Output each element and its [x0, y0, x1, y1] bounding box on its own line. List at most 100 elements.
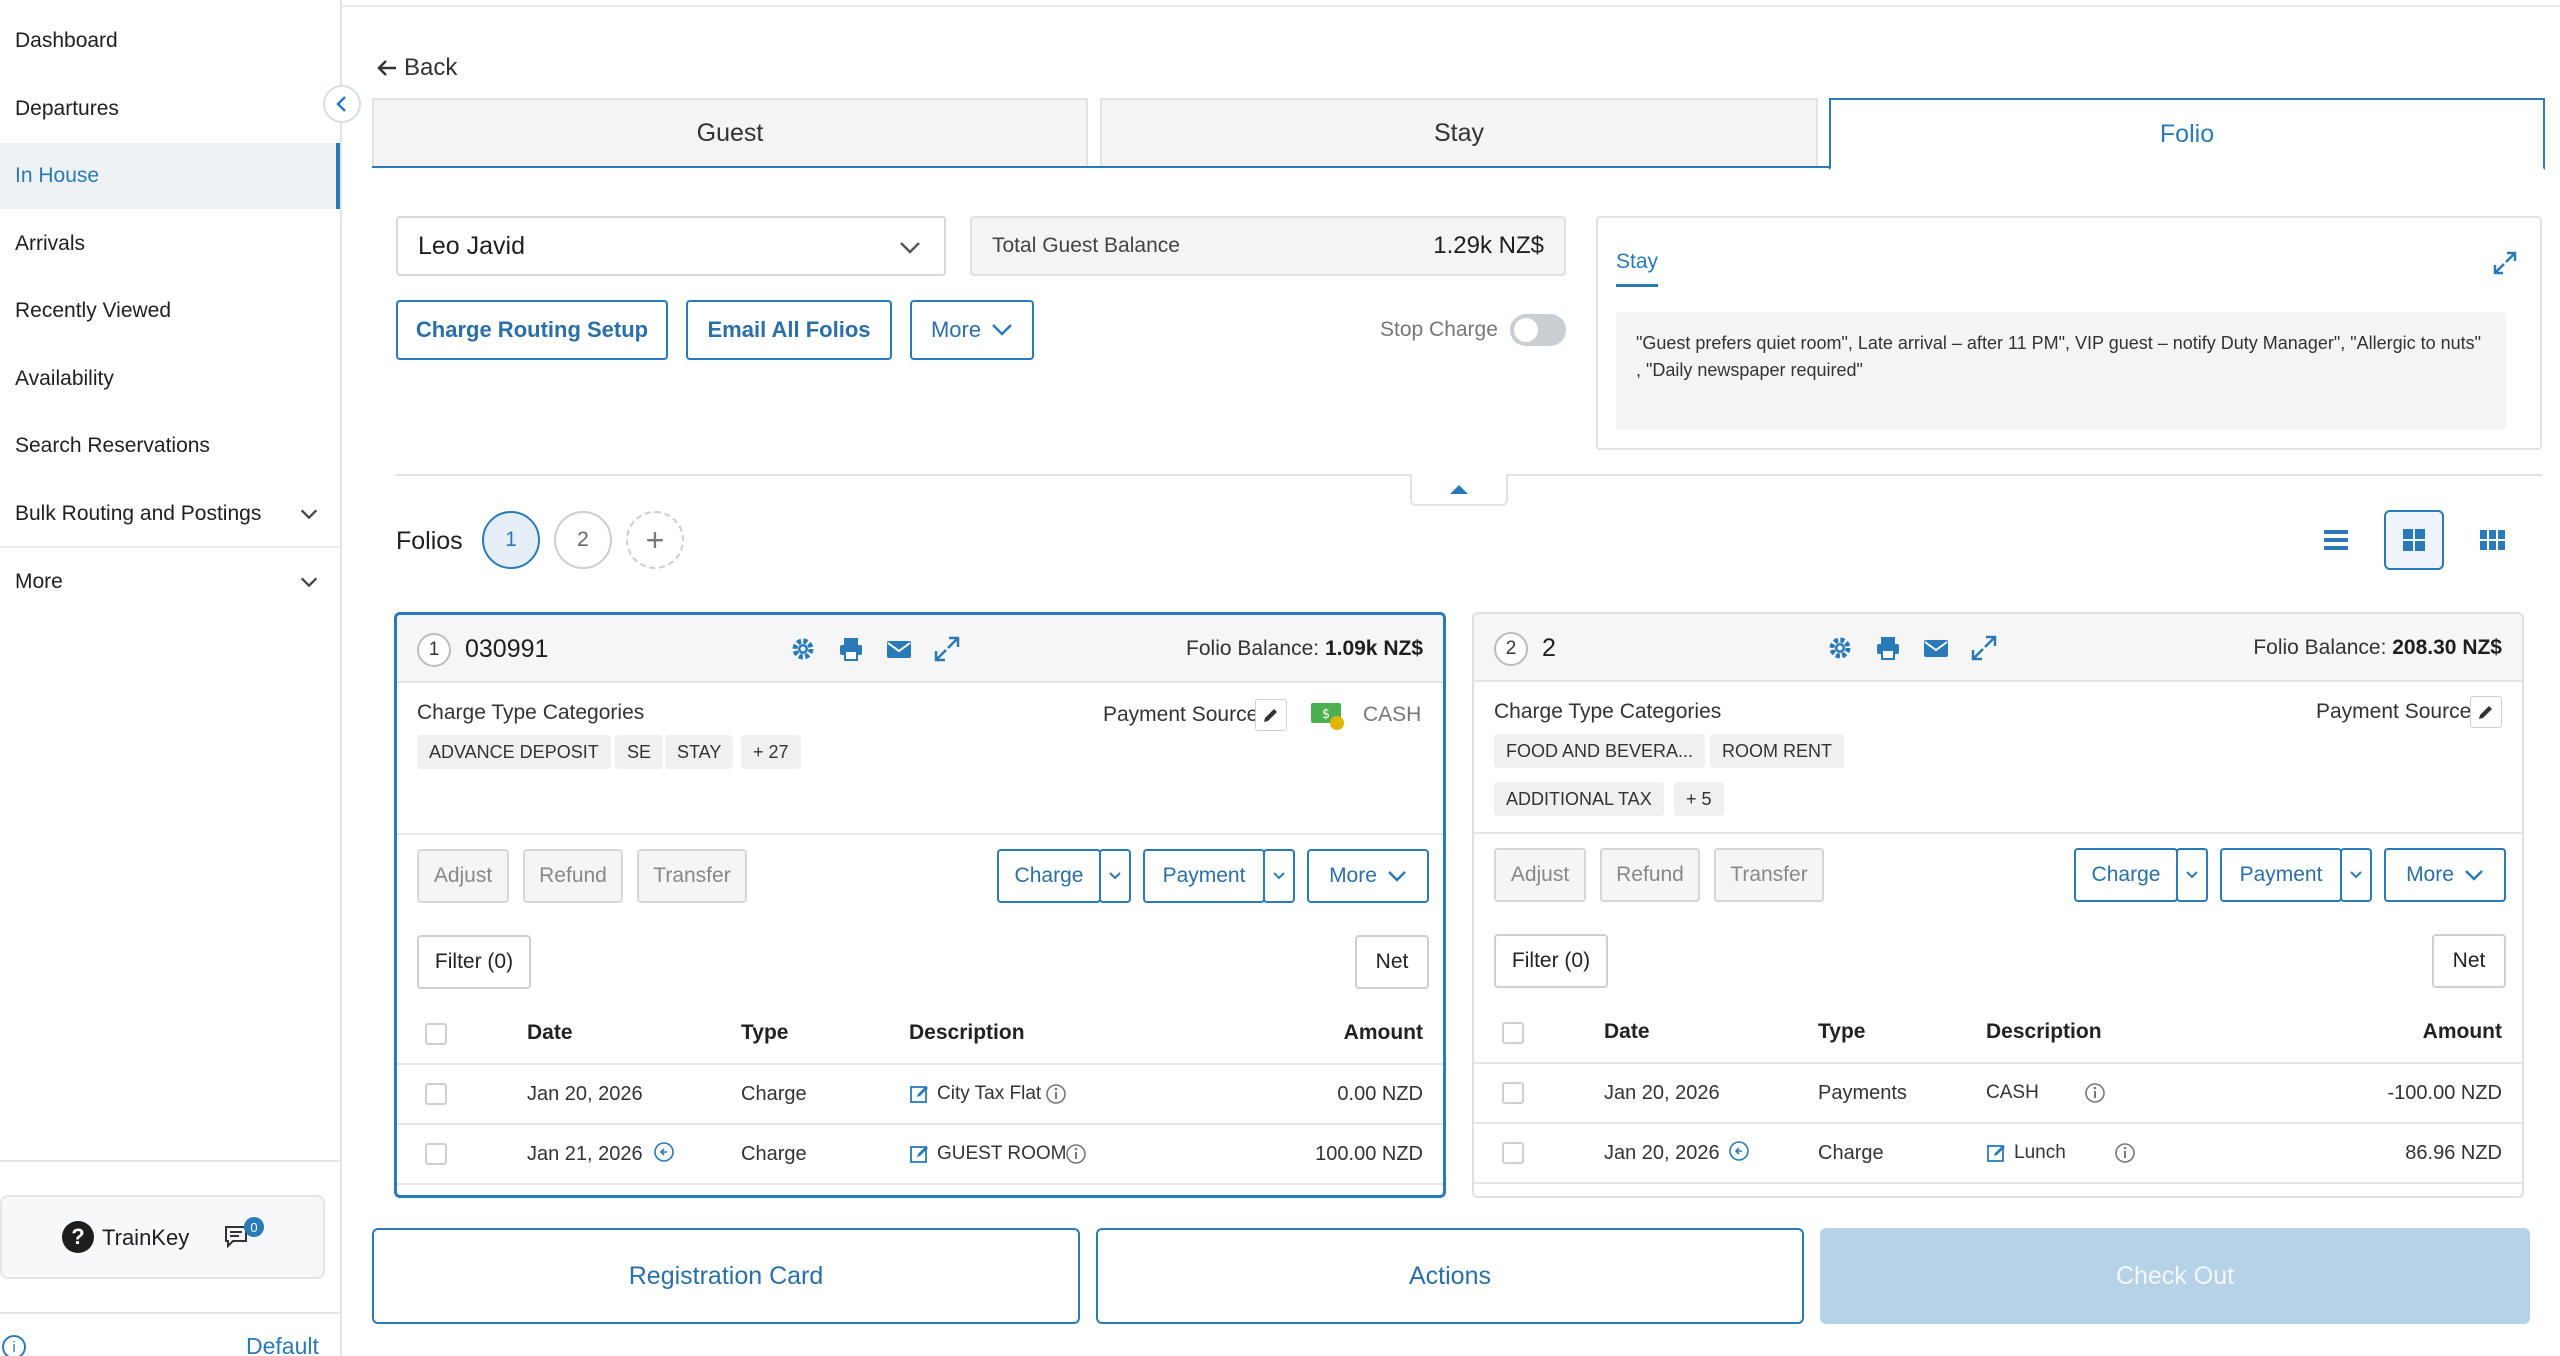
info-icon[interactable]: [1065, 1143, 1087, 1165]
email-all-folios-button[interactable]: Email All Folios: [686, 300, 892, 360]
email-icon[interactable]: [1922, 634, 1950, 662]
sidebar-item-availability[interactable]: Availability: [0, 346, 340, 412]
sidebar-item-more[interactable]: More: [0, 549, 340, 615]
payment-dropdown-button[interactable]: [1263, 849, 1295, 903]
guest-select[interactable]: Leo Javid: [396, 216, 946, 276]
list-view-button[interactable]: [2306, 510, 2366, 570]
adjust-button[interactable]: Adjust: [1494, 848, 1586, 902]
print-icon[interactable]: [837, 635, 865, 663]
column-header-description[interactable]: Description: [1986, 1020, 2102, 1043]
folio-tab-1[interactable]: 1: [482, 511, 540, 569]
net-toggle-button[interactable]: Net: [2432, 934, 2506, 988]
folio-balance-value: 1.09k NZ$: [1324, 637, 1423, 660]
stay-notes-tab[interactable]: Stay: [1616, 250, 1659, 287]
print-icon[interactable]: [1874, 634, 1902, 662]
edit-note-icon[interactable]: [909, 1143, 931, 1165]
email-icon[interactable]: [885, 635, 913, 663]
grid-2-view-button[interactable]: [2384, 510, 2444, 570]
gear-icon[interactable]: [1826, 634, 1854, 662]
column-header-amount[interactable]: Amount: [2422, 1020, 2502, 1043]
top-strip: [0, 0, 2560, 7]
column-header-type[interactable]: Type: [741, 1021, 789, 1044]
info-icon[interactable]: i: [2, 1335, 26, 1356]
row-checkbox[interactable]: [1502, 1082, 1524, 1104]
row-divider: [1474, 1122, 2522, 1124]
sidebar-item-in-house[interactable]: In House: [0, 143, 340, 209]
expand-icon[interactable]: [933, 635, 961, 663]
charge-routing-setup-button[interactable]: Charge Routing Setup: [396, 300, 668, 360]
row-checkbox[interactable]: [425, 1083, 447, 1105]
add-folio-button[interactable]: +: [626, 511, 684, 569]
folio-more-button[interactable]: More: [2384, 848, 2506, 902]
expand-icon[interactable]: [2492, 250, 2518, 276]
cash-icon: $: [1311, 703, 1344, 730]
sidebar-item-recently-viewed[interactable]: Recently Viewed: [0, 278, 340, 344]
grid-2-icon: [2403, 529, 2425, 551]
trainkey-panel[interactable]: ? TrainKey 0: [0, 1195, 325, 1279]
more-actions-button[interactable]: More: [910, 300, 1034, 360]
column-header-type[interactable]: Type: [1818, 1020, 1866, 1043]
select-all-checkbox[interactable]: [425, 1023, 447, 1045]
category-chip-more[interactable]: + 27: [741, 735, 801, 769]
info-icon[interactable]: [1045, 1083, 1067, 1105]
sidebar-collapse-button[interactable]: [323, 85, 361, 123]
sidebar-item-dashboard[interactable]: Dashboard: [0, 8, 340, 74]
sidebar-item-label: Bulk Routing and Postings: [15, 502, 262, 525]
row-date: Jan 20, 2026: [1604, 1082, 1720, 1104]
info-icon[interactable]: [2084, 1082, 2106, 1104]
sidebar-item-bulk-routing[interactable]: Bulk Routing and Postings: [0, 481, 340, 547]
category-chip: ROOM RENT: [1710, 734, 1844, 768]
actions-button[interactable]: Actions: [1096, 1228, 1804, 1324]
stop-charge-toggle[interactable]: [1510, 314, 1566, 346]
collapse-section-button[interactable]: [1410, 474, 1508, 506]
registration-card-button[interactable]: Registration Card: [372, 1228, 1080, 1324]
edit-payment-source-button[interactable]: [2470, 696, 2502, 728]
tab-stay[interactable]: Stay: [1100, 98, 1818, 168]
expand-icon[interactable]: [1970, 634, 1998, 662]
column-header-amount[interactable]: Amount: [1343, 1021, 1423, 1044]
column-header-date[interactable]: Date: [1604, 1020, 1650, 1043]
column-header-date[interactable]: Date: [527, 1021, 573, 1044]
filter-button[interactable]: Filter (0): [417, 935, 531, 989]
grid-3-view-button[interactable]: [2462, 510, 2522, 570]
select-all-checkbox[interactable]: [1502, 1022, 1524, 1044]
edit-note-icon[interactable]: [1986, 1142, 2008, 1164]
row-divider: [397, 1063, 1443, 1065]
charge-button[interactable]: Charge: [997, 849, 1101, 903]
info-icon[interactable]: [2114, 1142, 2136, 1164]
edit-note-icon[interactable]: [909, 1083, 931, 1105]
transfer-button[interactable]: Transfer: [1714, 848, 1824, 902]
adjust-button[interactable]: Adjust: [417, 849, 509, 903]
filter-button[interactable]: Filter (0): [1494, 934, 1608, 988]
tab-guest[interactable]: Guest: [372, 98, 1088, 168]
payment-button[interactable]: Payment: [1143, 849, 1265, 903]
column-header-description[interactable]: Description: [909, 1021, 1025, 1044]
tab-folio[interactable]: Folio: [1829, 98, 2545, 170]
sidebar-item-label: Departures: [15, 97, 119, 120]
folio-more-button[interactable]: More: [1307, 849, 1429, 903]
refund-button[interactable]: Refund: [523, 849, 623, 903]
row-checkbox[interactable]: [425, 1143, 447, 1165]
check-out-button[interactable]: Check Out: [1820, 1228, 2530, 1324]
net-toggle-button[interactable]: Net: [1355, 935, 1429, 989]
row-checkbox[interactable]: [1502, 1142, 1524, 1164]
category-chip-more[interactable]: + 5: [1674, 782, 1724, 816]
default-link[interactable]: Default: [246, 1333, 319, 1356]
edit-payment-source-button[interactable]: [1255, 699, 1287, 731]
chevron-down-icon: [300, 577, 318, 588]
total-balance-label: Total Guest Balance: [992, 234, 1180, 257]
charge-button[interactable]: Charge: [2074, 848, 2178, 902]
refund-button[interactable]: Refund: [1600, 848, 1700, 902]
sidebar-item-arrivals[interactable]: Arrivals: [0, 211, 340, 277]
payment-dropdown-button[interactable]: [2340, 848, 2372, 902]
charge-dropdown-button[interactable]: [1099, 849, 1131, 903]
payment-button[interactable]: Payment: [2220, 848, 2342, 902]
row-type: Payments: [1818, 1082, 1907, 1104]
sidebar-item-departures[interactable]: Departures: [0, 76, 340, 142]
transfer-button[interactable]: Transfer: [637, 849, 747, 903]
charge-dropdown-button[interactable]: [2176, 848, 2208, 902]
folio-tab-2[interactable]: 2: [554, 511, 612, 569]
gear-icon[interactable]: [789, 635, 817, 663]
sidebar-item-search-reservations[interactable]: Search Reservations: [0, 413, 340, 479]
back-link[interactable]: Back: [376, 54, 457, 82]
